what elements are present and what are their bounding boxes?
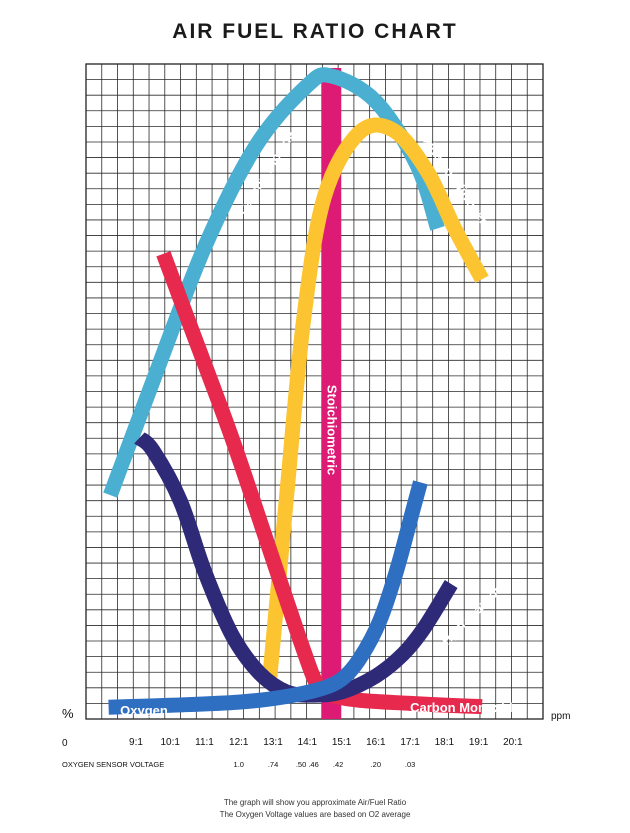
axis-labels: % ppm 0 9:1 10:1 11:1 12:1 13:1 14:1 15:1 16:1 17:1… [62, 706, 570, 769]
series-oxides-of-nitrogen-line [262, 117, 489, 681]
x-tick-label: 17:1 [400, 737, 420, 748]
chart-title: AIR FUEL RATIO CHART [172, 20, 458, 43]
oxygen-sensor-voltage-value: .50 .46 [296, 760, 319, 769]
x-tick-label: 9:1 [129, 737, 143, 748]
x-tick-label: 16:1 [366, 737, 386, 748]
x-tick-label: 19:1 [469, 737, 489, 748]
stoichiometric-band [321, 68, 342, 719]
oxygen-sensor-voltage-value: .20 [371, 760, 381, 769]
series-carbon-monoxide-line [156, 251, 483, 715]
x-tick-label: 18:1 [435, 737, 455, 748]
footnote-line-1: The graph will show you approximate Air/… [223, 798, 407, 807]
oxygen-sensor-voltage-value: .03 [405, 760, 415, 769]
oxygen-sensor-voltage-value: .42 [333, 760, 343, 769]
oxygen-sensor-voltage-value: 1.0 [234, 760, 244, 769]
x-tick-label: 10:1 [161, 737, 181, 748]
grid [85, 63, 544, 720]
y-axis-label: % [62, 706, 74, 721]
x-tick-label: 12:1 [229, 737, 249, 748]
footnote-line-2: The Oxygen Voltage values are based on O… [219, 810, 411, 819]
stoichiometric-label: Stoichiometric [324, 385, 339, 475]
oxygen-sensor-voltage-label: OXYGEN SENSOR VOLTAGE [62, 760, 164, 769]
oxygen-sensor-voltage-value: .74 [268, 760, 278, 769]
x-tick-label: 20:1 [503, 737, 523, 748]
series-oxygen-line [108, 480, 428, 715]
x-tick-label: 15:1 [332, 737, 352, 748]
origin-label: 0 [62, 738, 68, 749]
series-oxygen-label: Oxygen [120, 703, 168, 718]
x-tick-label: 14:1 [298, 737, 318, 748]
series-carbon-monoxide-label: Carbon Monoxide [410, 700, 520, 715]
series-group [103, 67, 489, 715]
stoichiometric-band-group: Stoichiometric [321, 68, 342, 719]
ppm-unit-label: ppm [551, 711, 570, 722]
x-tick-label: 13:1 [263, 737, 283, 748]
x-tick-label: 11:1 [195, 737, 214, 748]
